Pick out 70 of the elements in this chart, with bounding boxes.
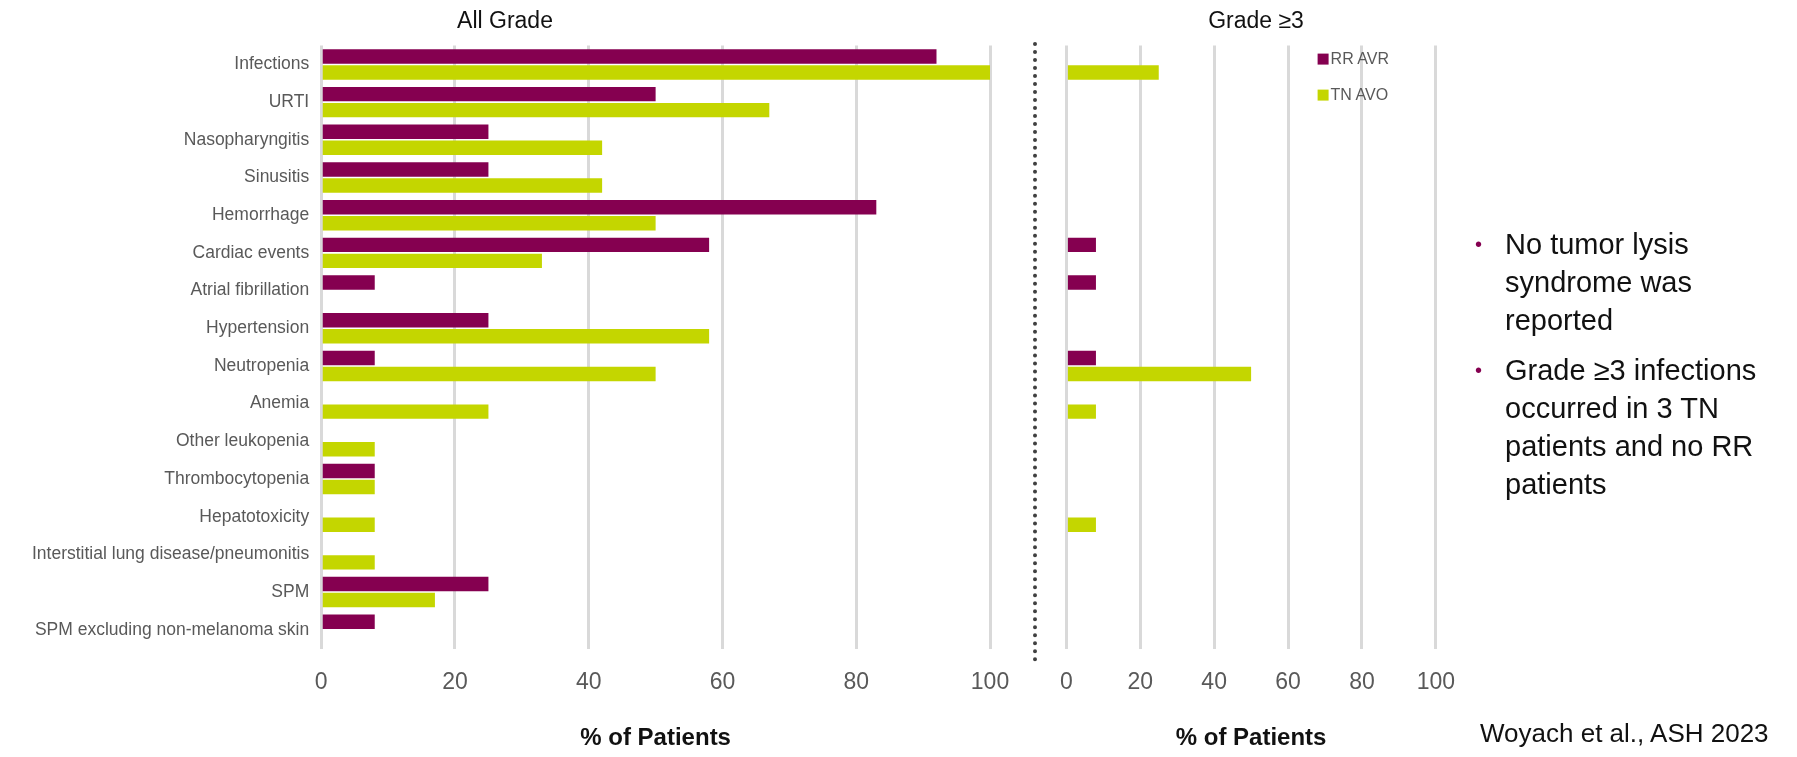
bar (322, 442, 375, 457)
bar (1067, 350, 1096, 366)
bar (322, 178, 603, 193)
bar (322, 313, 489, 328)
x-tick-label: 40 (575, 667, 602, 694)
bar (322, 463, 375, 479)
chart-title: Grade ≥3 (1208, 7, 1304, 34)
bar (322, 592, 435, 608)
bar (1067, 237, 1096, 253)
x-tick-label: 60 (709, 667, 736, 694)
bar (322, 479, 375, 495)
y-tick-label: Hemorrhage (211, 204, 310, 225)
bar (322, 199, 877, 215)
bar (322, 350, 375, 366)
bar (1067, 517, 1096, 532)
y-tick-label: Interstitial lung disease/pneumonitis (31, 543, 310, 564)
y-tick-label: Hypertension (206, 317, 310, 338)
x-tick-label: 100 (1416, 667, 1455, 694)
y-tick-label: Hepatotoxicity (199, 505, 310, 526)
text: • No tumor lysis syndrome was reported (1475, 227, 1692, 336)
x-axis-title: % of Patients (1175, 723, 1327, 751)
y-tick-label: Neutropenia (213, 354, 310, 375)
bar (1067, 65, 1159, 80)
legend-label: RR AVR (1330, 50, 1389, 68)
bar (322, 253, 542, 269)
bar (322, 517, 375, 532)
bar (322, 555, 375, 570)
x-tick-label: 0 (314, 667, 328, 694)
text: • Grade ≥3 infections occurred in 3 TN patients and no RR patients (1475, 353, 1757, 500)
x-tick-label: 20 (442, 667, 468, 694)
bar (322, 366, 656, 382)
x-tick-label: 20 (1127, 667, 1154, 694)
bar (1067, 275, 1096, 290)
bar (322, 216, 656, 231)
chart-title: All Grade (457, 7, 553, 34)
y-tick-label: URTI (268, 90, 310, 111)
bar (322, 329, 710, 344)
x-tick-label: 80 (1349, 667, 1375, 694)
x-tick-label: 100 (970, 667, 1010, 694)
bar (322, 237, 710, 253)
y-tick-label: Anemia (249, 392, 310, 413)
bar (322, 614, 375, 629)
x-tick-label: 40 (1201, 667, 1227, 694)
y-tick-label: Other leukopenia (175, 430, 310, 451)
y-tick-label: Atrial fibrillation (190, 279, 310, 300)
bar (322, 86, 656, 102)
bar (322, 162, 489, 177)
y-tick-label: Thrombocytopenia (164, 467, 310, 488)
y-tick-label: Sinusitis (244, 166, 310, 187)
bar (322, 124, 489, 140)
legend-label: TN AVO (1330, 86, 1389, 104)
y-tick-label: Infections (234, 53, 310, 74)
x-tick-label: 60 (1275, 667, 1301, 694)
y-tick-label: Cardiac events (192, 241, 310, 262)
bar (1067, 366, 1252, 382)
bar (322, 576, 489, 592)
bar (322, 49, 937, 64)
y-tick-label: SPM (271, 580, 310, 601)
x-tick-label: 80 (843, 667, 870, 694)
x-tick-label: 0 (1060, 667, 1073, 694)
bar (322, 275, 375, 290)
bar (322, 140, 603, 156)
x-axis-title: % of Patients (580, 723, 731, 751)
bar (322, 404, 489, 419)
bar (1067, 404, 1096, 419)
text: Woyach et al., ASH 2023 (1480, 718, 1769, 749)
bar (322, 65, 990, 80)
bar (322, 102, 770, 118)
y-tick-label: Nasopharyngitis (183, 128, 310, 149)
y-tick-label: SPM excluding non-melanoma skin (34, 618, 310, 639)
